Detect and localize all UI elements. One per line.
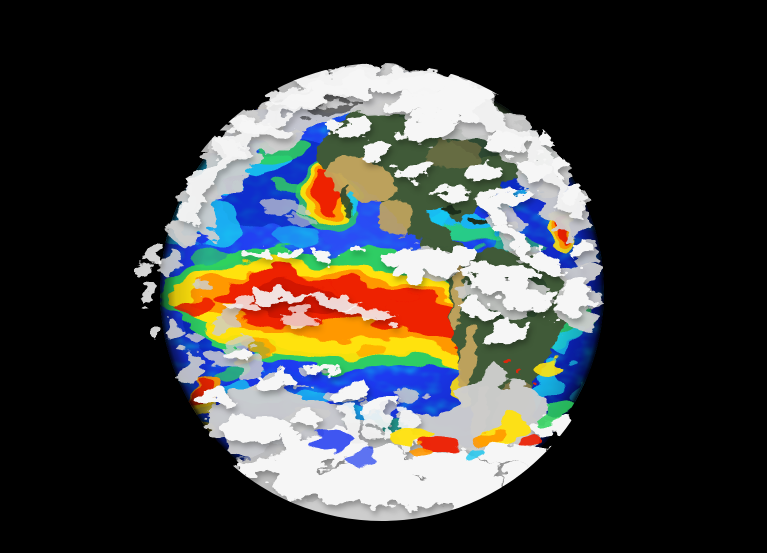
cloud-puff [564, 185, 578, 201]
cloud-bank [484, 440, 552, 464]
cloud-puff [330, 385, 366, 399]
cloud-puff [399, 162, 431, 178]
sst-streak [514, 434, 534, 446]
cloud-puff [150, 321, 164, 345]
cloud-puff [505, 286, 555, 314]
limb-outlier-clouds [141, 244, 164, 345]
sst-streak [541, 357, 565, 377]
cloud-gap-sst-streaks [310, 357, 568, 464]
cloud-puff [277, 246, 303, 258]
cloud-wisp [346, 304, 398, 322]
cloud-puff [260, 376, 296, 390]
cloud-puff [440, 85, 496, 105]
cloud-puff [502, 267, 538, 283]
cloud-puff [528, 254, 564, 270]
sst-streak [412, 445, 436, 459]
cloud-puff [222, 351, 254, 365]
cloud-puff [349, 247, 371, 257]
cloud-puff [163, 249, 179, 275]
cloud-puff [231, 337, 255, 351]
cloud-puff [476, 131, 524, 153]
sst-streak [472, 431, 504, 445]
cloud-streak [213, 117, 293, 137]
cloud-puff [192, 391, 232, 409]
cloud-puff [292, 411, 320, 423]
cloud-streak [284, 216, 316, 228]
cloud-puff [386, 263, 426, 281]
cloud-puff [573, 241, 593, 261]
cloud-puff [313, 251, 337, 263]
cloud-wisp [308, 295, 356, 309]
cloud-puff [368, 404, 388, 436]
cloud-puff [427, 264, 459, 280]
cloud-bank [222, 417, 298, 443]
cloud-puff [453, 248, 483, 262]
cloud-puff [464, 163, 500, 181]
cloud-wisp [280, 311, 320, 325]
cloud-wisp [254, 288, 310, 304]
cloud-bank [242, 452, 322, 480]
cloud-puff [459, 297, 503, 317]
cloud-puff [185, 329, 207, 343]
cloud-layer [163, 67, 601, 521]
cloud-puff [395, 390, 427, 404]
sst-streak [348, 452, 376, 464]
sst-streak [310, 435, 350, 451]
cloud-puff [166, 317, 184, 347]
cloud-puff [553, 157, 571, 171]
cloud-puff [512, 158, 552, 178]
cloud-puff [244, 252, 268, 264]
cloud-puff [194, 278, 218, 294]
cloud-puff [328, 122, 368, 142]
cloud-puff [306, 361, 334, 373]
cloud-puff [216, 310, 240, 326]
sst-streak [389, 426, 441, 446]
limb-shadow-streak [276, 98, 360, 116]
cloud-puff [360, 143, 396, 161]
cloud-puff [492, 189, 532, 207]
cloud-streak [514, 242, 534, 262]
cloud-streak [210, 143, 250, 157]
cloud-wisp [229, 296, 261, 308]
cloud-streak [497, 222, 525, 246]
sst-streak [538, 403, 568, 425]
cloud-puff [144, 244, 160, 268]
cloud-streak [258, 199, 302, 215]
cloud-puff [397, 116, 453, 140]
cloud-puff [491, 322, 531, 340]
cloud-puff [260, 82, 340, 108]
cloud-streak [475, 195, 509, 223]
cloud-puff [141, 278, 153, 306]
cloud-puff [181, 356, 207, 376]
cloud-puff [557, 271, 593, 323]
sst-streak [458, 446, 482, 456]
cloud-puff [438, 189, 466, 203]
